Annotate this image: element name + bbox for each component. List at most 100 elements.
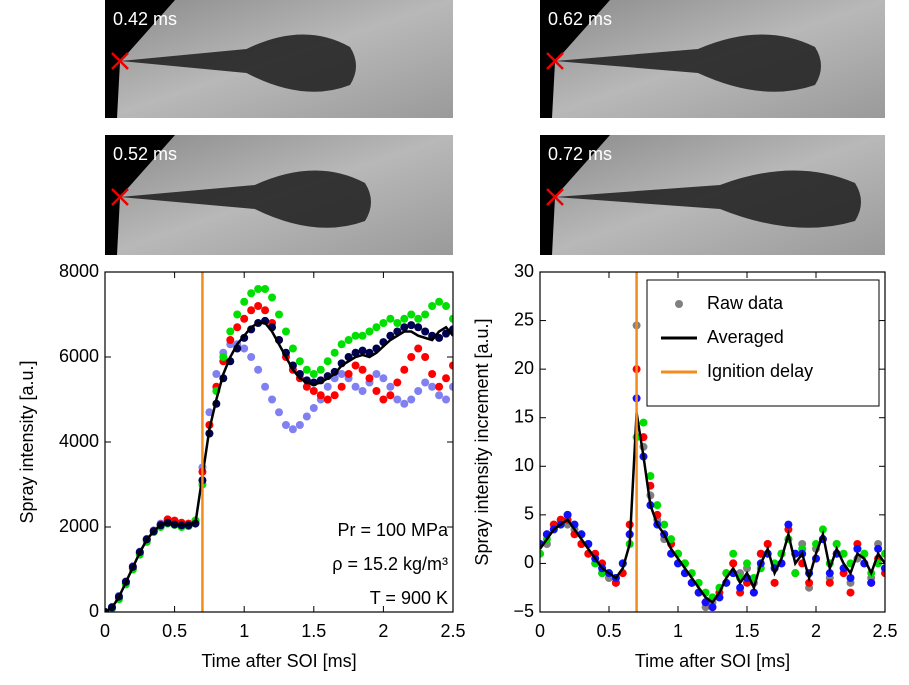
x-tick-label: 1 bbox=[239, 621, 249, 641]
data-point bbox=[261, 382, 270, 391]
data-point bbox=[428, 382, 437, 391]
data-point bbox=[219, 353, 228, 361]
data-point bbox=[309, 387, 318, 395]
injector-mark bbox=[546, 52, 564, 70]
image-label: 0.42 ms bbox=[113, 9, 177, 29]
x-tick-label: 0 bbox=[535, 621, 545, 641]
data-point bbox=[323, 382, 332, 391]
data-point bbox=[295, 421, 304, 429]
y-tick-label: 10 bbox=[514, 455, 534, 475]
data-point bbox=[358, 331, 367, 340]
shadow-wedge bbox=[540, 135, 610, 255]
data-point bbox=[832, 540, 841, 548]
data-point bbox=[853, 544, 862, 553]
data-point bbox=[316, 391, 325, 400]
data-point bbox=[372, 370, 381, 378]
data-point bbox=[407, 353, 416, 361]
data-point bbox=[881, 564, 885, 573]
data-point bbox=[421, 353, 430, 361]
data-point bbox=[226, 327, 235, 336]
data-point bbox=[414, 314, 423, 323]
data-point bbox=[351, 361, 360, 370]
data-point bbox=[240, 297, 249, 306]
data-point bbox=[881, 549, 885, 558]
y-tick-label: 0 bbox=[524, 552, 534, 572]
plot-area bbox=[540, 272, 885, 612]
data-point bbox=[316, 365, 325, 374]
data-point bbox=[365, 374, 374, 383]
shadow-wedge bbox=[105, 135, 175, 255]
y-tick-label: 30 bbox=[514, 261, 534, 281]
data-point bbox=[268, 293, 277, 302]
data-point bbox=[302, 365, 311, 374]
annotation: ρ = 15.2 kg/m³ bbox=[332, 554, 448, 574]
data-point bbox=[379, 374, 388, 383]
data-point bbox=[302, 382, 311, 391]
x-tick-label: 2.5 bbox=[872, 621, 897, 641]
spray-image: 0.72 ms bbox=[540, 135, 885, 255]
y-tick-label: 2000 bbox=[59, 516, 99, 536]
spray-image: 0.52 ms bbox=[105, 135, 453, 255]
data-point bbox=[254, 285, 263, 293]
data-point bbox=[288, 344, 297, 353]
data-point bbox=[874, 544, 883, 553]
data-point bbox=[351, 348, 360, 357]
data-point bbox=[261, 285, 270, 293]
data-point bbox=[295, 357, 304, 366]
data-point bbox=[442, 374, 451, 383]
data-point bbox=[240, 344, 249, 353]
x-tick-label: 0.5 bbox=[162, 621, 187, 641]
data-point bbox=[281, 421, 290, 429]
data-point bbox=[351, 331, 360, 340]
data-point bbox=[449, 382, 453, 391]
x-tick-label: 2 bbox=[811, 621, 821, 641]
data-point bbox=[639, 418, 648, 427]
data-point bbox=[646, 472, 655, 480]
data-point bbox=[337, 370, 346, 378]
data-point bbox=[428, 302, 437, 310]
data-point bbox=[386, 314, 395, 323]
spray-plume bbox=[555, 170, 861, 228]
x-tick-label: 1.5 bbox=[301, 621, 326, 641]
data-point bbox=[233, 310, 242, 319]
y-axis-label: Spray intensity [a.u.] bbox=[17, 360, 37, 523]
data-point bbox=[563, 510, 572, 519]
data-point bbox=[261, 306, 270, 315]
legend-label: Raw data bbox=[707, 293, 784, 313]
data-point bbox=[449, 361, 453, 370]
data-point bbox=[275, 310, 283, 319]
data-point bbox=[309, 370, 318, 378]
data-point bbox=[254, 302, 263, 310]
spray-image: 0.62 ms bbox=[540, 0, 885, 118]
data-point bbox=[770, 578, 779, 587]
x-tick-label: 1 bbox=[673, 621, 683, 641]
y-tick-label: −5 bbox=[513, 601, 534, 621]
data-point bbox=[344, 370, 353, 378]
spray-image: 0.42 ms bbox=[105, 0, 453, 118]
data-point bbox=[743, 559, 751, 568]
y-tick-label: 0 bbox=[89, 601, 99, 621]
legend-label: Averaged bbox=[707, 327, 784, 347]
data-point bbox=[254, 365, 263, 374]
y-tick-label: 25 bbox=[514, 309, 534, 329]
data-point bbox=[414, 344, 423, 353]
data-point bbox=[372, 323, 381, 332]
data-point bbox=[763, 540, 772, 548]
data-point bbox=[358, 346, 367, 355]
data-point bbox=[240, 314, 249, 323]
injector-mark bbox=[546, 188, 564, 206]
data-point bbox=[435, 391, 444, 400]
data-point bbox=[330, 348, 339, 357]
data-point bbox=[400, 365, 409, 374]
data-point bbox=[736, 583, 745, 592]
data-point bbox=[379, 395, 388, 404]
data-point bbox=[379, 319, 388, 327]
data-point bbox=[653, 501, 662, 510]
average-line bbox=[105, 321, 453, 612]
data-point bbox=[247, 353, 256, 361]
data-point bbox=[414, 387, 423, 395]
data-point bbox=[407, 395, 416, 404]
data-point bbox=[205, 408, 214, 417]
data-point bbox=[414, 323, 423, 332]
data-point bbox=[729, 549, 738, 558]
